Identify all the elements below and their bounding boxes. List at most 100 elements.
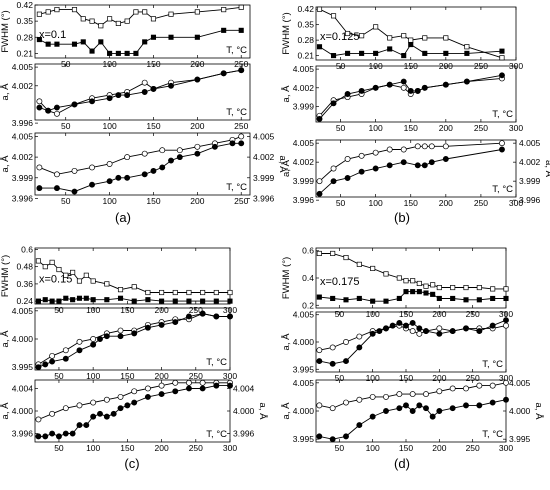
x-tick-label: 100 (86, 371, 100, 381)
data-point-filled-circle (144, 324, 151, 331)
x-tick-label: 150 (399, 443, 413, 453)
y-tick-label: 0.21 (16, 48, 33, 58)
data-point-filled-circle (316, 358, 323, 365)
x-tick-label: 300 (499, 443, 513, 453)
data-point-open-circle (106, 161, 113, 167)
data-point-open-square (150, 16, 157, 22)
x-tick-label: 50 (54, 371, 64, 381)
y-axis-label: a, Å (0, 155, 11, 173)
x-tick-label: 150 (146, 121, 160, 131)
data-point-filled-circle (220, 70, 227, 77)
data-point-filled-circle (414, 87, 421, 94)
panel-caption: (b) (394, 210, 410, 225)
data-point-filled-square (359, 50, 365, 56)
data-point-open-circle (316, 178, 323, 185)
data-point-filled-circle (36, 185, 43, 192)
data-point-filled-circle (90, 413, 97, 420)
data-point-filled-square (401, 53, 407, 59)
x-axis-label: T, °C (226, 107, 247, 118)
right-y-tick-label: 4.005 (519, 138, 541, 148)
data-point-open-circle (103, 396, 110, 403)
data-point-filled-square (503, 295, 509, 302)
chart-panel-d-2: 50 100 150 200 250 300 3.995 4.000 4.005 a, Å T, °… (281, 310, 513, 383)
data-point-filled-square (45, 41, 51, 47)
y-tick-label: 0.35 (297, 20, 314, 30)
data-point-open-square (221, 7, 227, 13)
data-point-filled-square (316, 44, 323, 50)
y-tick-label: 0.35 (16, 16, 33, 26)
y-tick-label: 4.000 (293, 337, 315, 347)
series-line-filled-circle (38, 385, 230, 437)
y-tick-label: 3.996 (12, 193, 34, 203)
x-tick-label: 50 (336, 198, 346, 208)
data-point-open-circle (343, 339, 349, 345)
y-tick-label: 3.995 (12, 362, 34, 372)
data-point-filled-square (49, 298, 55, 304)
data-point-open-circle (416, 330, 423, 337)
data-point-filled-circle (89, 98, 95, 105)
data-point-open-circle (356, 333, 363, 340)
data-point-open-square (490, 286, 496, 292)
data-point-open-circle (343, 399, 349, 406)
data-point-filled-square (124, 50, 130, 56)
data-point-open-square (383, 271, 389, 277)
y-tick-label: 0.28 (16, 32, 33, 42)
data-point-open-square (63, 272, 69, 278)
data-point-filled-square (71, 41, 78, 47)
data-point-open-circle (194, 143, 201, 150)
data-point-filled-square (316, 294, 322, 300)
composition-annotation: x=0.175 (320, 276, 359, 288)
data-point-open-square (172, 289, 178, 296)
data-point-filled-circle (199, 310, 206, 317)
data-point-filled-circle (199, 385, 206, 392)
y-tick-label: 0.6 (302, 246, 314, 256)
data-point-open-circle (238, 133, 245, 140)
data-point-filled-circle (503, 317, 509, 324)
right-y-axis-label: a, Å (257, 403, 268, 421)
data-point-filled-circle (423, 328, 429, 335)
y-tick-label: 0.21 (297, 51, 314, 61)
data-point-open-circle (131, 388, 138, 395)
y-tick-label: 0.42 (16, 0, 33, 10)
data-point-filled-circle (45, 107, 52, 114)
data-point-open-square (70, 269, 76, 275)
data-point-open-circle (372, 149, 379, 156)
x-tick-label: 50 (336, 123, 346, 133)
data-point-filled-circle (449, 405, 456, 412)
data-point-filled-circle (53, 185, 60, 192)
data-point-open-circle (35, 416, 42, 423)
data-point-filled-circle (168, 82, 174, 89)
x-tick-label: 100 (102, 196, 116, 206)
y-tick-label: 4.002 (293, 157, 315, 167)
data-point-filled-square (373, 50, 379, 56)
y-tick-label: 0.24 (16, 296, 33, 306)
data-point-filled-circle (115, 174, 122, 181)
x-axis-label: T, °C (482, 359, 503, 370)
data-point-filled-square (383, 298, 389, 304)
data-point-open-circle (330, 165, 337, 172)
data-point-filled-circle (76, 422, 83, 429)
data-point-open-circle (76, 338, 83, 345)
data-point-filled-circle (428, 159, 435, 166)
data-point-open-square (396, 275, 402, 281)
data-point-open-square (476, 284, 482, 291)
data-point-open-circle (503, 379, 509, 386)
data-point-filled-circle (400, 159, 407, 166)
composition-annotation: x=0.1 (39, 29, 66, 41)
x-tick-label: 200 (432, 373, 446, 383)
data-point-filled-circle (343, 433, 349, 440)
y-tick-label: 3.999 (12, 173, 34, 183)
data-point-open-square (142, 9, 148, 15)
data-point-filled-circle (158, 321, 165, 328)
data-point-filled-circle (131, 399, 138, 406)
x-tick-label: 150 (120, 443, 134, 453)
x-tick-label: 100 (366, 443, 380, 453)
data-point-filled-square (186, 298, 192, 304)
right-y-tick-label: 4.000 (233, 406, 255, 416)
data-point-filled-circle (42, 433, 49, 440)
data-point-open-square (316, 6, 323, 12)
data-point-filled-circle (211, 143, 218, 150)
